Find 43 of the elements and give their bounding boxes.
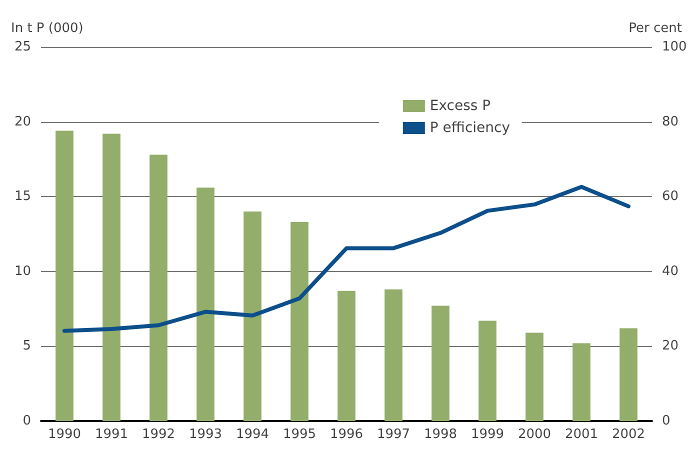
bar	[290, 222, 308, 421]
legend-label: P efficiency	[430, 120, 510, 136]
bar	[620, 328, 638, 421]
y-tick-label: 15	[14, 189, 31, 204]
x-tick-label: 2001	[564, 427, 598, 442]
y2-tick-label: 40	[662, 264, 679, 279]
bar	[244, 212, 262, 421]
x-tick-label: 1999	[470, 427, 504, 442]
bar	[196, 188, 214, 421]
y-tick-label: 20	[14, 114, 31, 130]
bar	[432, 306, 450, 421]
bar	[56, 130, 74, 421]
y-tick-label: 0	[22, 414, 31, 428]
y2-tick-label: 0	[662, 414, 670, 428]
y2-tick-label: 100	[662, 40, 687, 54]
bar	[384, 289, 402, 421]
bar	[338, 290, 356, 421]
x-tick-label: 2002	[612, 427, 646, 442]
bar	[572, 343, 590, 421]
y2-axis-title: Per cent	[628, 21, 682, 36]
x-tick-label: 1995	[282, 427, 316, 442]
x-tick-label: 1997	[376, 427, 410, 442]
line-series	[62, 184, 630, 333]
x-tick-label: 1994	[236, 427, 270, 442]
y2-tick-label: 80	[662, 114, 679, 130]
y2-tick-label: 20	[662, 338, 679, 354]
legend-label: Excess P	[430, 98, 491, 114]
bar	[150, 154, 168, 421]
x-tick-label: 1996	[330, 427, 364, 442]
bar	[526, 332, 544, 421]
x-tick-label: 1990	[48, 427, 82, 442]
y-tick-label: 10	[14, 264, 31, 279]
y-axis-title: In t P (000)	[11, 21, 84, 36]
bar	[102, 134, 120, 421]
y-tick-label: 5	[22, 338, 31, 354]
bar	[478, 320, 496, 421]
x-tick-label: 1993	[188, 427, 222, 442]
x-tick-label: 2000	[518, 427, 552, 442]
x-tick-label: 1992	[142, 427, 176, 442]
y2-tick-label: 60	[662, 189, 679, 204]
y-tick-label: 25	[14, 40, 31, 54]
x-tick-label: 1991	[94, 427, 128, 442]
x-tick-label: 1998	[424, 427, 458, 442]
